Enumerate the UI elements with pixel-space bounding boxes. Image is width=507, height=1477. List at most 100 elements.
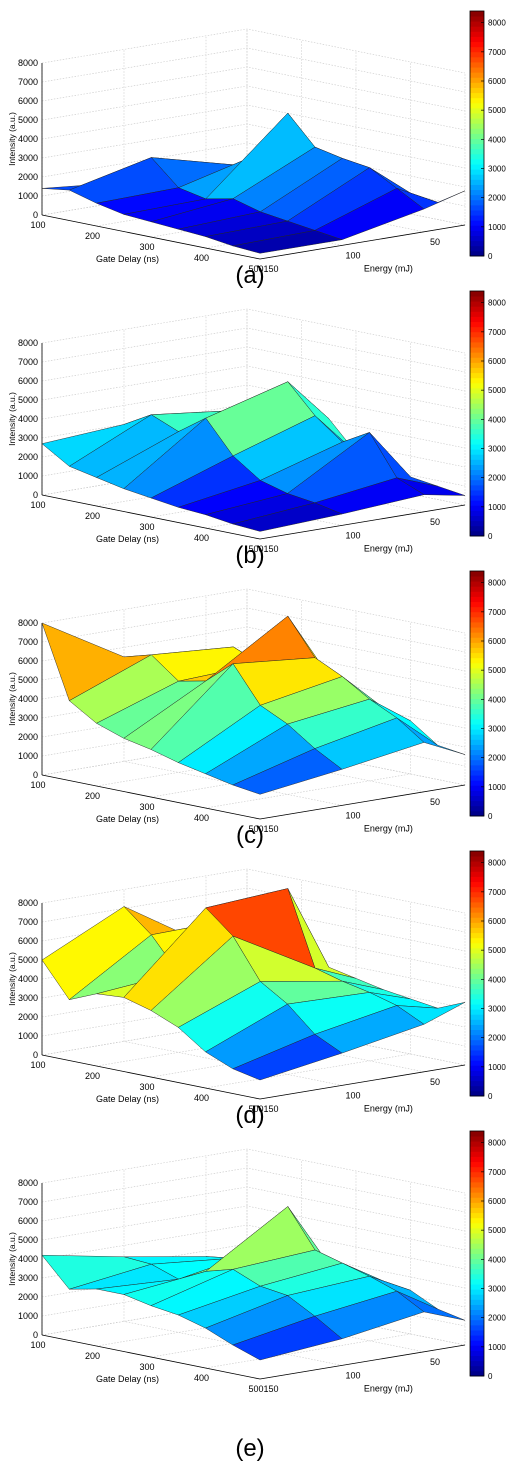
- colorbar-tick-label: 5000: [488, 946, 506, 955]
- colorbar-cell: [470, 1319, 484, 1326]
- colorbar-cell: [470, 1314, 484, 1321]
- colorbar-cell: [470, 291, 484, 297]
- surface: [41, 888, 466, 1081]
- colorbar-cell: [470, 805, 484, 812]
- x-tick-label: 500: [248, 824, 263, 834]
- colorbar-tick-label: 2000: [488, 474, 506, 483]
- colorbar-cell: [470, 652, 484, 659]
- colorbar-cell: [470, 326, 484, 333]
- z-tick-label: 0: [33, 210, 38, 220]
- y-tick-label: 150: [263, 1104, 278, 1114]
- colorbar: 0 1000 2000 3000 4000 5000 6000 7000 8000: [469, 570, 506, 821]
- colorbar-tick-label: 6000: [488, 1197, 506, 1206]
- z-tick-label: 0: [33, 490, 38, 500]
- grid-line-z: [41, 104, 466, 150]
- y-tick-label: 100: [345, 1090, 360, 1100]
- colorbar-cell: [470, 1176, 484, 1183]
- colorbar-tick-label: 5000: [488, 386, 506, 395]
- grid-line-x: [205, 622, 411, 809]
- colorbar-cell: [470, 51, 484, 58]
- x-axis-line: [41, 1334, 261, 1380]
- colorbar-cell: [470, 484, 484, 491]
- z-tick-label: 0: [33, 1330, 38, 1340]
- colorbar-cell: [470, 1279, 484, 1285]
- colorbar-cell: [470, 159, 484, 165]
- colorbar-cell: [470, 1243, 484, 1249]
- panel-4: 0100020003000400050006000700080001002003…: [7, 850, 506, 1129]
- colorbar-cell: [470, 576, 484, 582]
- colorbar-cell: [470, 530, 484, 537]
- colorbar-cell: [470, 1166, 484, 1173]
- colorbar-cell: [470, 464, 484, 471]
- y-tick-label: 150: [263, 544, 278, 554]
- z-tick-label: 5000: [18, 395, 38, 405]
- colorbar-cell: [470, 296, 484, 302]
- colorbar-cell: [470, 1350, 484, 1356]
- colorbar-cell: [470, 143, 484, 150]
- colorbar-cell: [470, 16, 484, 22]
- colorbar-tick-label: 0: [488, 812, 493, 821]
- colorbar-cell: [470, 963, 484, 969]
- y-tick-label: 100: [345, 810, 360, 820]
- colorbar-cell: [470, 1212, 484, 1219]
- colorbar-cell: [470, 1034, 484, 1041]
- grid-line-z: [41, 1167, 466, 1213]
- colorbar-cell: [470, 764, 484, 771]
- colorbar-cell: [470, 1294, 484, 1300]
- colorbar-cell: [470, 240, 484, 247]
- colorbar-cell: [470, 449, 484, 455]
- grid-line-y: [123, 1169, 343, 1366]
- colorbar-cell: [470, 418, 484, 425]
- colorbar-cell: [470, 968, 484, 974]
- colorbar-cell: [470, 571, 484, 577]
- colorbar-tick-label: 6000: [488, 77, 506, 86]
- colorbar-frame: [469, 850, 485, 1097]
- colorbar-tick-label: 5000: [488, 1226, 506, 1235]
- colorbar-cell: [470, 331, 484, 338]
- colorbar-cell: [470, 118, 484, 124]
- colorbar-cell: [470, 632, 484, 638]
- axes-walls: [41, 28, 466, 260]
- y-tick-label: 50: [430, 797, 440, 807]
- colorbar-cell: [470, 148, 484, 155]
- colorbar-cell: [470, 1360, 484, 1367]
- colorbar-cell: [470, 1207, 484, 1214]
- colorbar-cell: [470, 876, 484, 883]
- colorbar-cell: [470, 1019, 484, 1025]
- colorbar-tick-label: 4000: [488, 975, 506, 984]
- colorbar-cell: [470, 958, 484, 964]
- z-tick-label: 2000: [18, 452, 38, 462]
- colorbar-cell: [470, 41, 484, 48]
- z-tick-label: 8000: [18, 1178, 38, 1188]
- x-tick-label: 300: [139, 802, 154, 812]
- colorbar-tick-label: 0: [488, 532, 493, 541]
- x-axis-line: [41, 1054, 261, 1100]
- colorbar-cell: [470, 113, 484, 119]
- z-axis-label: Intensity (a.u.): [7, 672, 17, 726]
- colorbar-cell: [470, 800, 484, 807]
- y-tick-label: 50: [430, 517, 440, 527]
- colorbar-tick-label: 2000: [488, 1314, 506, 1323]
- z-tick-label: 4000: [18, 1254, 38, 1264]
- z-tick-label: 1000: [18, 1311, 38, 1321]
- z-tick-label: 7000: [18, 917, 38, 927]
- colorbar-cell: [470, 342, 484, 348]
- z-tick-label: 1000: [18, 191, 38, 201]
- z-tick-label: 1000: [18, 751, 38, 761]
- axis-labels: 0 1000 2000 3000 4000 5000 6000 7000 8000 100 200 3…: [7, 1178, 440, 1394]
- x-axis-line: [41, 494, 261, 540]
- colorbar-cell: [470, 1248, 484, 1254]
- colorbar-cell: [470, 138, 484, 145]
- x-tick-label: 400: [194, 1373, 209, 1383]
- colorbar-cell: [470, 1217, 484, 1224]
- y-tick-label: 50: [430, 1077, 440, 1087]
- colorbar-cell: [470, 362, 484, 368]
- x-tick-label: 100: [30, 780, 45, 790]
- colorbar-cell: [470, 759, 484, 766]
- surface-patch: [232, 230, 343, 254]
- colorbar-cell: [470, 1345, 484, 1351]
- colorbar-tick-label: 4000: [488, 135, 506, 144]
- colorbar-tick-label: 3000: [488, 725, 506, 734]
- colorbar-cell: [470, 490, 484, 496]
- colorbar-tick-label: 8000: [488, 1139, 506, 1148]
